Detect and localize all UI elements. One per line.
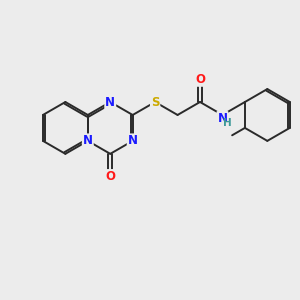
Text: N: N xyxy=(218,112,227,125)
Text: N: N xyxy=(83,134,93,147)
Text: O: O xyxy=(195,73,205,86)
Text: H: H xyxy=(223,118,232,128)
Text: O: O xyxy=(105,170,115,183)
Text: S: S xyxy=(151,95,159,109)
Text: N: N xyxy=(128,134,138,147)
Text: N: N xyxy=(105,95,115,109)
